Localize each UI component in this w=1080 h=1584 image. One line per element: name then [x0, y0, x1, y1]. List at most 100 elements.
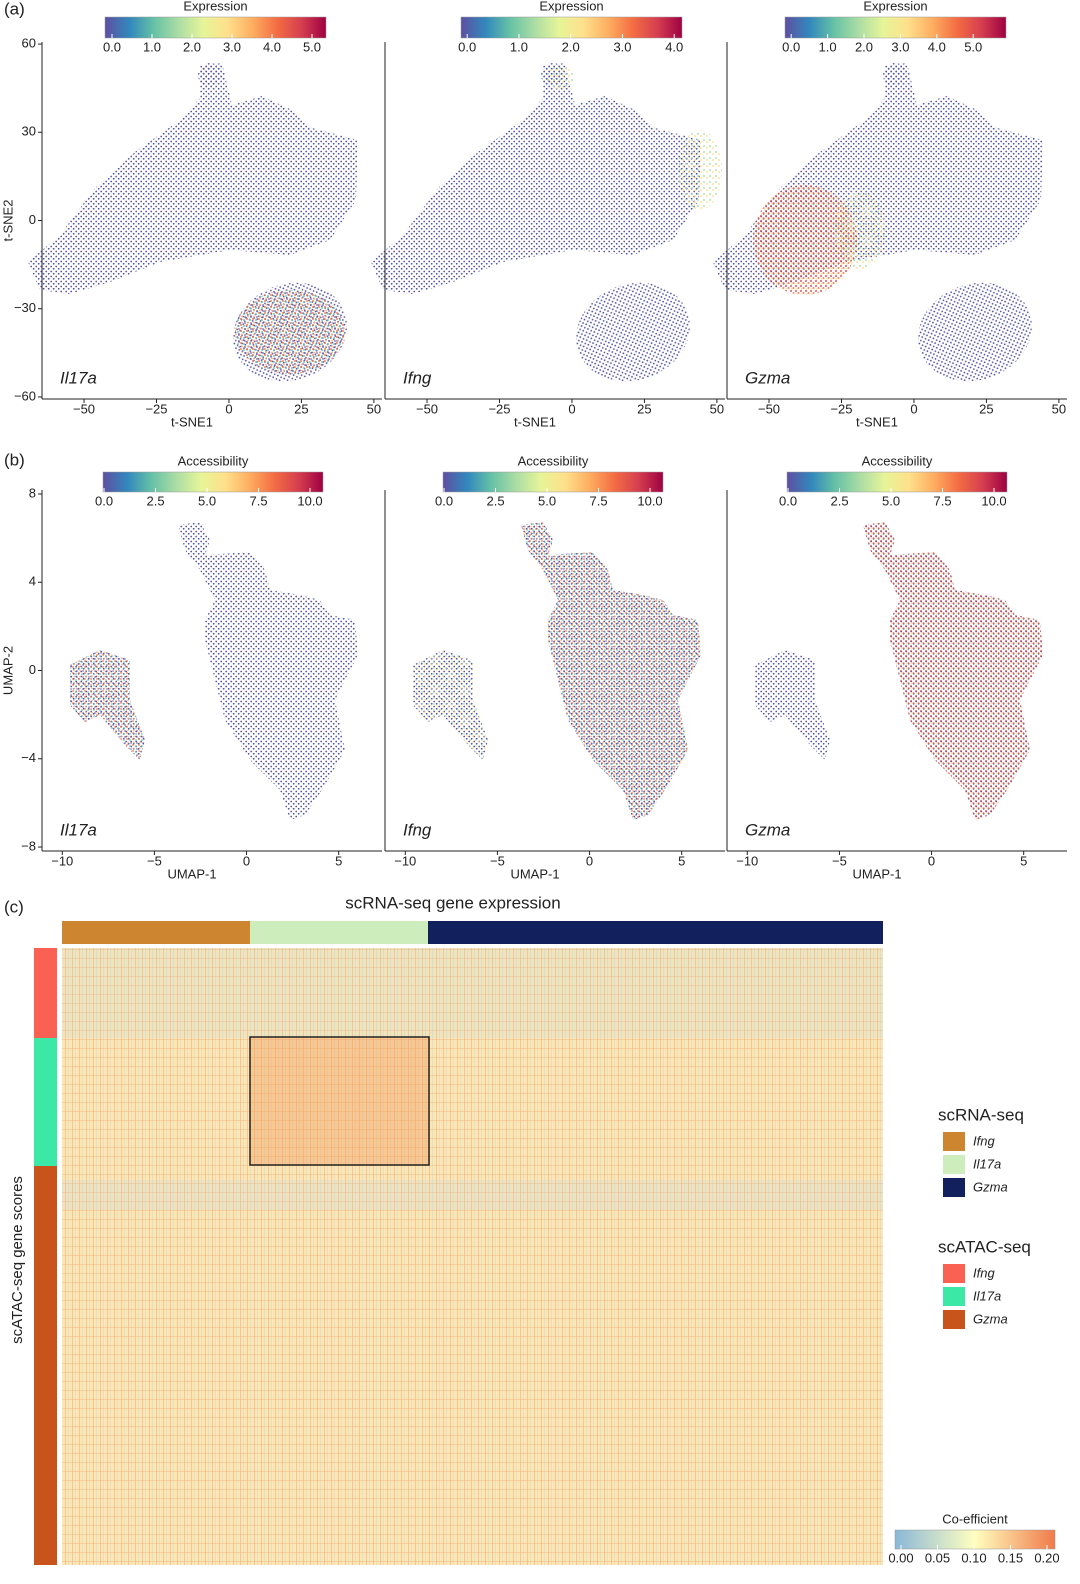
cell-cluster — [576, 282, 690, 382]
legend-label: Il17a — [973, 1288, 1001, 1303]
colorbar-tick-label: 0.15 — [998, 1550, 1023, 1565]
colorbar-tick-label: 0.0 — [435, 493, 453, 508]
y-axis-label: UMAP-2 — [0, 646, 15, 695]
gene-label: Gzma — [745, 368, 790, 387]
group-bar — [34, 1038, 57, 1166]
colorbar-tick-label: 1.0 — [143, 39, 161, 54]
group-bar — [34, 1166, 57, 1565]
y-tick-label: −30 — [14, 300, 36, 315]
gene-label: Ifng — [403, 820, 432, 839]
colorbar-tick-label: 10.0 — [637, 493, 662, 508]
x-tick-label: −10 — [736, 853, 758, 868]
panel-label: (a) — [4, 0, 25, 18]
cell-cluster — [883, 63, 907, 87]
group-bar — [34, 948, 57, 1038]
colorbar-tick-label: 4.0 — [928, 39, 946, 54]
colorbar-tick-label: 0.0 — [95, 493, 113, 508]
legend-swatch — [943, 1132, 965, 1151]
gene-label: Ifng — [403, 368, 432, 387]
expression-region — [863, 522, 1043, 820]
heatmap-band — [250, 1037, 429, 1165]
x-tick-label: −10 — [394, 853, 416, 868]
heatmap-title: scRNA-seq gene expression — [345, 893, 560, 912]
colorbar-tick-label: 2.5 — [486, 493, 504, 508]
x-tick-label: 0 — [243, 853, 250, 868]
y-tick-label: 30 — [22, 124, 36, 139]
colorbar-tick-label: 3.0 — [613, 39, 631, 54]
colorbar-title: Expression — [539, 0, 603, 13]
legend-label: Il17a — [973, 1156, 1001, 1171]
x-tick-label: 5 — [678, 853, 685, 868]
colorbar-tick-label: 2.5 — [830, 493, 848, 508]
y-tick-label: −8 — [21, 838, 36, 853]
colorbar-tick-label: 2.0 — [562, 39, 580, 54]
x-tick-label: 50 — [367, 401, 381, 416]
cell-cluster — [28, 63, 358, 294]
x-axis-label: t-SNE1 — [171, 414, 213, 429]
expression-region — [835, 190, 885, 270]
expression-region — [70, 650, 145, 760]
x-tick-label: 0 — [225, 401, 232, 416]
colorbar — [442, 471, 664, 493]
gene-label: Il17a — [60, 820, 97, 839]
legend-title: scATAC-seq — [938, 1237, 1031, 1256]
legend-swatch — [943, 1287, 965, 1306]
colorbar-tick-label: 5.0 — [303, 39, 321, 54]
x-axis-label: UMAP-1 — [167, 866, 216, 881]
x-tick-label: 0 — [910, 401, 917, 416]
colorbar-tick-label: 0.0 — [458, 39, 476, 54]
y-tick-label: −4 — [21, 750, 36, 765]
y-tick-label: 4 — [29, 574, 36, 589]
x-tick-label: 25 — [979, 401, 993, 416]
colorbar-title: Expression — [863, 0, 927, 13]
expression-region — [678, 130, 722, 210]
colorbar — [102, 471, 324, 493]
y-tick-label: −60 — [14, 388, 36, 403]
colorbar-tick-label: 5.0 — [964, 39, 982, 54]
cell-cluster — [198, 63, 222, 87]
colorbar-title: Co-efficient — [942, 1511, 1008, 1526]
gene-label: Gzma — [745, 820, 790, 839]
legend-label: Gzma — [973, 1179, 1008, 1194]
x-tick-label: 5 — [335, 853, 342, 868]
colorbar-tick-label: 0.0 — [779, 493, 797, 508]
heatmap-band — [62, 948, 883, 1038]
colorbar — [460, 16, 683, 39]
x-axis-label: UMAP-1 — [510, 866, 559, 881]
gene-label: Il17a — [60, 368, 97, 387]
cell-cluster — [713, 63, 1043, 382]
colorbar-tick-label: 10.0 — [981, 493, 1006, 508]
x-axis-label: t-SNE1 — [514, 414, 556, 429]
cell-cluster — [70, 522, 358, 820]
cell-cluster — [755, 522, 1043, 820]
colorbar-tick-label: 1.0 — [510, 39, 528, 54]
legend-title: scRNA-seq — [938, 1105, 1024, 1124]
colorbar-tick-label: 0.10 — [961, 1550, 986, 1565]
cell-cluster — [413, 522, 701, 820]
colorbar — [784, 16, 1007, 39]
x-tick-label: 50 — [1052, 401, 1066, 416]
x-tick-label: −50 — [416, 401, 438, 416]
cell-cluster — [28, 63, 358, 382]
y-tick-label: 0 — [29, 212, 36, 227]
y-axis-label: t-SNE2 — [0, 200, 15, 242]
colorbar-tick-label: 7.5 — [249, 493, 267, 508]
x-tick-label: 25 — [637, 401, 651, 416]
expression-region — [235, 290, 345, 374]
colorbar-tick-label: 0.0 — [103, 39, 121, 54]
cell-cluster — [371, 63, 701, 294]
group-bar — [428, 921, 883, 944]
x-axis-label: t-SNE1 — [856, 414, 898, 429]
x-tick-label: −50 — [73, 401, 95, 416]
colorbar-tick-label: 0.00 — [888, 1550, 913, 1565]
colorbar-title: Expression — [183, 0, 247, 13]
expression-region — [546, 66, 574, 90]
heatmap-band — [62, 1180, 883, 1210]
x-tick-label: −5 — [490, 853, 505, 868]
x-tick-label: −5 — [832, 853, 847, 868]
x-tick-label: 0 — [586, 853, 593, 868]
colorbar-tick-label: 2.0 — [855, 39, 873, 54]
group-bar — [62, 921, 250, 944]
x-tick-label: −5 — [147, 853, 162, 868]
